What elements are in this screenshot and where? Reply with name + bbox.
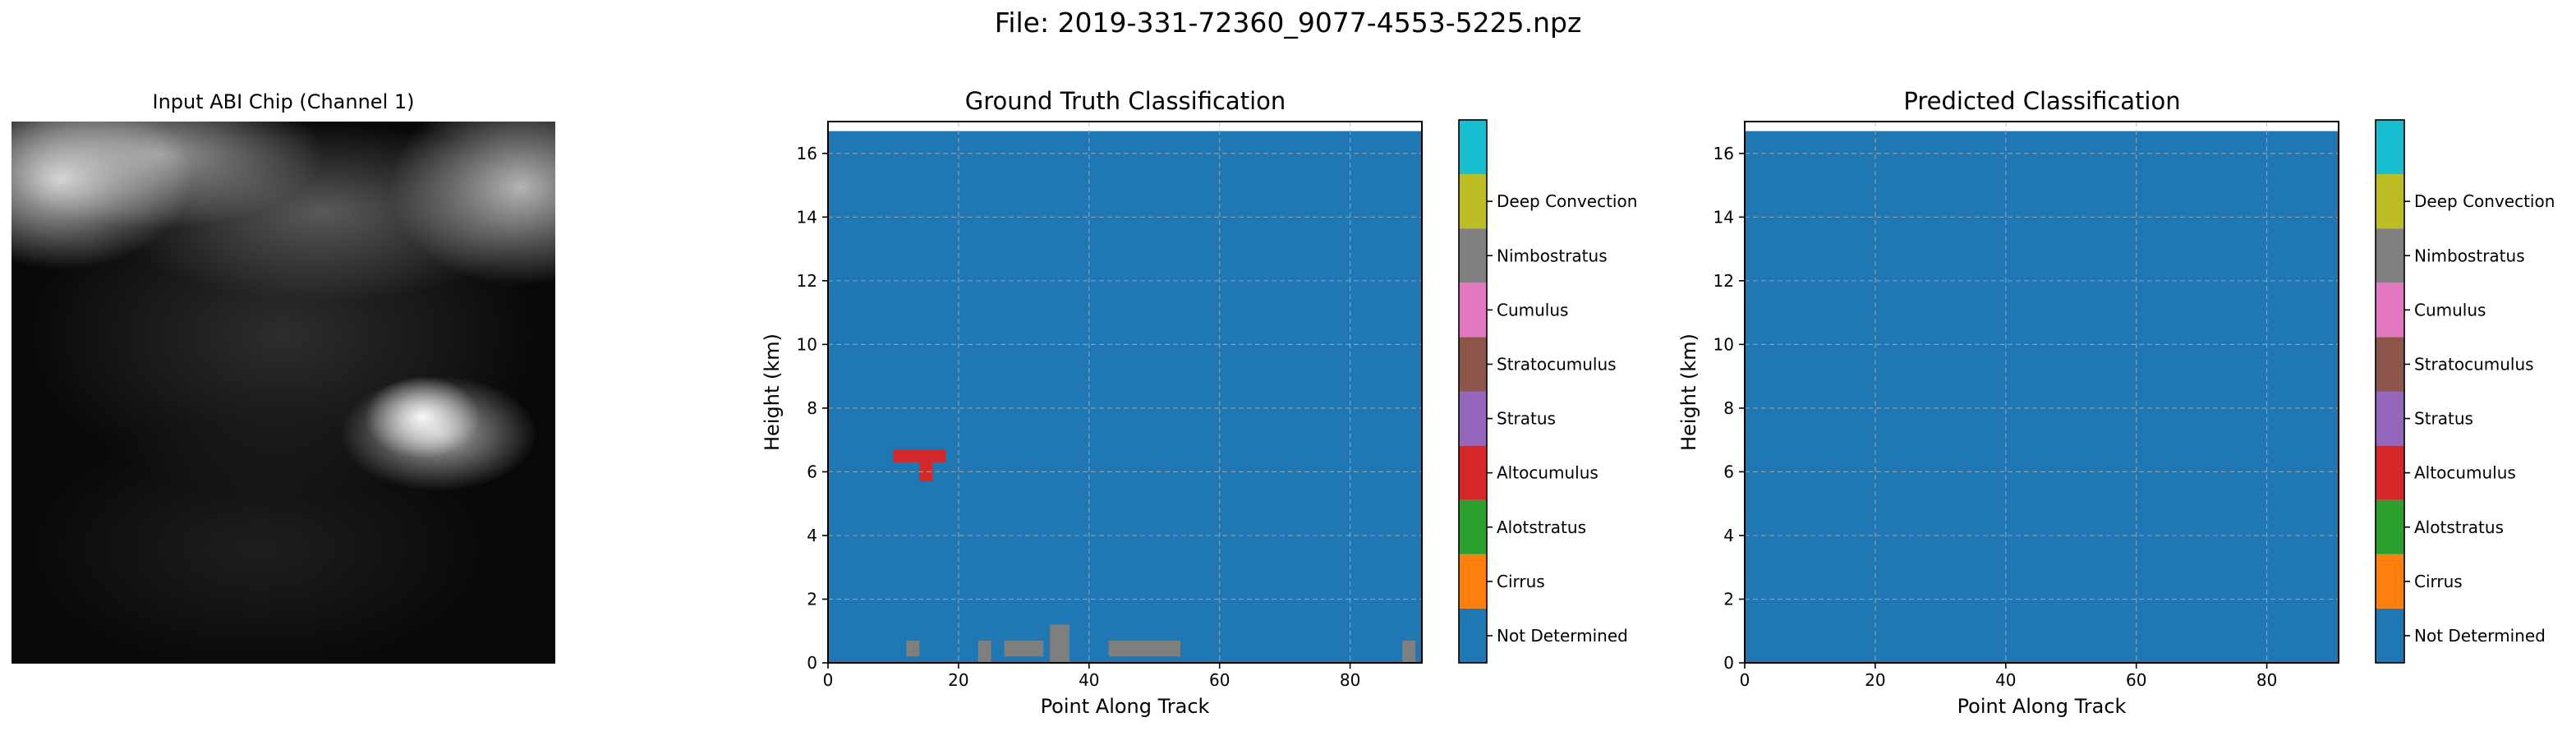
gt-colorbar-segment: [1459, 391, 1487, 446]
pred-colorbar-segment: [2376, 499, 2404, 554]
pred-y-tick-label: 4: [1723, 526, 1734, 545]
gt-y-tick-label: 6: [807, 462, 817, 481]
gt-colorbar-segment: [1459, 120, 1487, 175]
gt-colorbar-segment: [1459, 283, 1487, 338]
ground-truth-title: Ground Truth Classification: [964, 87, 1286, 115]
gt-x-tick-label: 20: [948, 670, 968, 690]
gt-y-tick-label: 4: [807, 526, 817, 545]
gt-x-axis-label: Point Along Track: [1041, 695, 1210, 718]
pred-colorbar-segment: [2376, 554, 2404, 609]
pred-y-tick-label: 2: [1723, 589, 1734, 609]
gt-region-altocumulus: [893, 449, 946, 462]
pred-colorbar-label: Cirrus: [2414, 572, 2463, 591]
pred-y-tick-label: 0: [1723, 653, 1734, 673]
pred-y-axis-label: Height (km): [1677, 333, 1700, 451]
gt-axes-frame: [827, 121, 1423, 664]
figure-suptitle: File: 2019-331-72360_9077-4553-5225.npz: [994, 7, 1582, 39]
gt-x-tick-label: 40: [1079, 670, 1099, 690]
gt-background-fill: [828, 131, 1422, 664]
gt-colorbar-label: Altocumulus: [1497, 463, 1598, 483]
gt-y-tick-label: 14: [797, 207, 817, 227]
pred-colorbar-label: Cumulus: [2414, 300, 2486, 320]
gt-y-axis-label: Height (km): [761, 333, 784, 451]
gt-colorbar-segment: [1459, 445, 1487, 500]
pred-y-tick-label: 12: [1714, 271, 1734, 291]
pred-colorbar-label: Nimbostratus: [2414, 246, 2525, 265]
predicted-title: Predicted Classification: [1903, 87, 2181, 115]
gt-colorbar-label: Nimbostratus: [1497, 246, 1608, 265]
pred-colorbar-label: Alotstratus: [2414, 517, 2504, 537]
pred-colorbar-segment: [2376, 120, 2404, 175]
gt-colorbar-label: Stratus: [1497, 409, 1556, 429]
gt-region-nimbostratus: [1108, 640, 1181, 657]
pred-colorbar-segment: [2376, 608, 2404, 663]
pred-x-axis-label: Point Along Track: [1957, 695, 2127, 718]
gt-region-nimbostratus: [1004, 640, 1044, 657]
gt-colorbar-label: Stratocumulus: [1497, 354, 1617, 374]
gt-colorbar-segment: [1459, 608, 1487, 663]
gt-y-tick-label: 2: [807, 589, 817, 609]
pred-colorbar-segment: [2376, 174, 2404, 229]
input-chip-title: Input ABI Chip (Channel 1): [152, 90, 415, 113]
pred-colorbar-label: Stratus: [2414, 409, 2473, 429]
gt-y-tick-label: 16: [797, 144, 817, 163]
gt-y-tick-label: 12: [797, 271, 817, 291]
gt-colorbar-label: Not Determined: [1497, 626, 1628, 646]
gt-colorbar-segment: [1459, 554, 1487, 609]
pred-colorbar-label: Not Determined: [2414, 626, 2546, 646]
gt-y-tick-label: 8: [807, 398, 817, 418]
pred-background-fill: [1745, 131, 2339, 664]
pred-x-tick-label: 80: [2256, 670, 2277, 690]
pred-y-tick-label: 14: [1714, 207, 1734, 227]
gt-colorbar-label: Cirrus: [1497, 572, 1545, 591]
gt-colorbar-label: Cumulus: [1497, 300, 1568, 320]
input-chip-image: [12, 122, 555, 664]
pred-colorbar-segment: [2376, 391, 2404, 446]
gt-region-altocumulus: [919, 462, 933, 482]
pred-colorbar-label: Deep Convection: [2414, 191, 2555, 211]
gt-x-tick-label: 80: [1340, 670, 1360, 690]
pred-y-tick-label: 8: [1723, 398, 1734, 418]
gt-y-tick-label: 10: [797, 334, 817, 354]
gt-region-nimbostratus: [1402, 640, 1416, 663]
pred-colorbar-segment: [2376, 283, 2404, 338]
gt-colorbar-segment: [1459, 228, 1487, 283]
gt-colorbar-frame: [1458, 119, 1488, 664]
gt-colorbar-segment: [1459, 174, 1487, 229]
gt-y-tick-label: 0: [807, 653, 817, 673]
pred-colorbar-label: Stratocumulus: [2414, 354, 2534, 374]
pred-x-tick-label: 60: [2126, 670, 2146, 690]
gt-x-tick-label: 0: [823, 670, 834, 690]
pred-y-tick-label: 10: [1714, 334, 1734, 354]
pred-y-tick-label: 16: [1714, 144, 1734, 163]
pred-colorbar-segment: [2376, 445, 2404, 500]
gt-colorbar-label: Alotstratus: [1497, 517, 1586, 537]
gt-colorbar-segment: [1459, 499, 1487, 554]
gt-colorbar-segment: [1459, 337, 1487, 392]
pred-x-tick-label: 0: [1740, 670, 1750, 690]
gt-region-nimbostratus: [978, 640, 991, 663]
pred-colorbar-segment: [2376, 337, 2404, 392]
pred-axes-frame: [1744, 121, 2339, 664]
pred-colorbar-frame: [2375, 119, 2405, 664]
pred-y-tick-label: 6: [1723, 462, 1734, 481]
gt-region-nimbostratus: [906, 640, 920, 657]
pred-x-tick-label: 40: [1995, 670, 2016, 690]
pred-colorbar-segment: [2376, 228, 2404, 283]
pred-x-tick-label: 20: [1865, 670, 1885, 690]
gt-x-tick-label: 60: [1209, 670, 1230, 690]
gt-region-nimbostratus: [1050, 624, 1070, 663]
gt-colorbar-label: Deep Convection: [1497, 191, 1637, 211]
pred-colorbar-label: Altocumulus: [2414, 463, 2516, 483]
